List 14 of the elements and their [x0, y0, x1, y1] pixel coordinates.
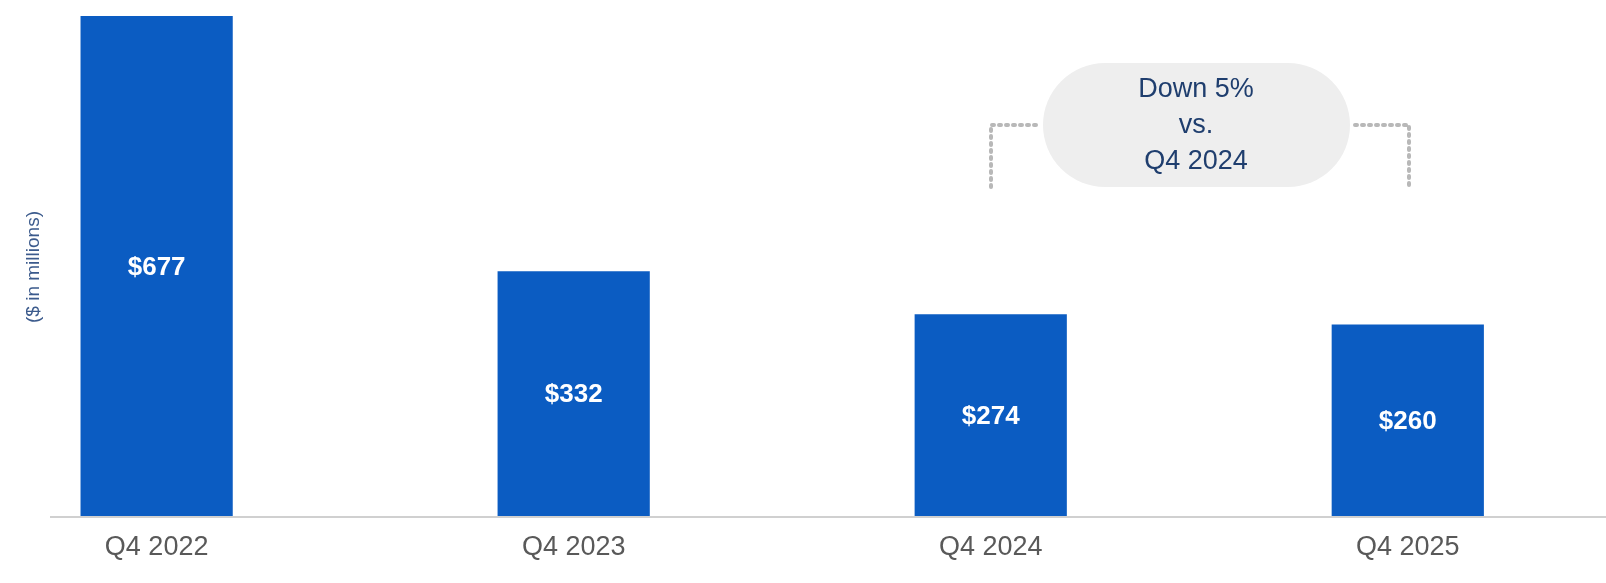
bar: [1331, 324, 1484, 517]
data-label: $332: [544, 378, 603, 409]
bar: [914, 314, 1067, 517]
data-label: $274: [961, 399, 1021, 430]
x-tick-label: Q4 2023: [521, 530, 626, 561]
x-tick-label: Q4 2025: [1355, 530, 1460, 561]
y-axis-title: ($ in millions): [21, 211, 43, 323]
data-label: $260: [1378, 404, 1437, 435]
x-tick-label: Q4 2022: [104, 530, 209, 561]
bar: [497, 271, 650, 517]
bar: [80, 16, 233, 517]
x-tick-label: Q4 2024: [938, 530, 1043, 561]
data-label: $677: [127, 250, 186, 281]
annotation: Down 5% vs. Q4 2024: [1138, 73, 1254, 175]
